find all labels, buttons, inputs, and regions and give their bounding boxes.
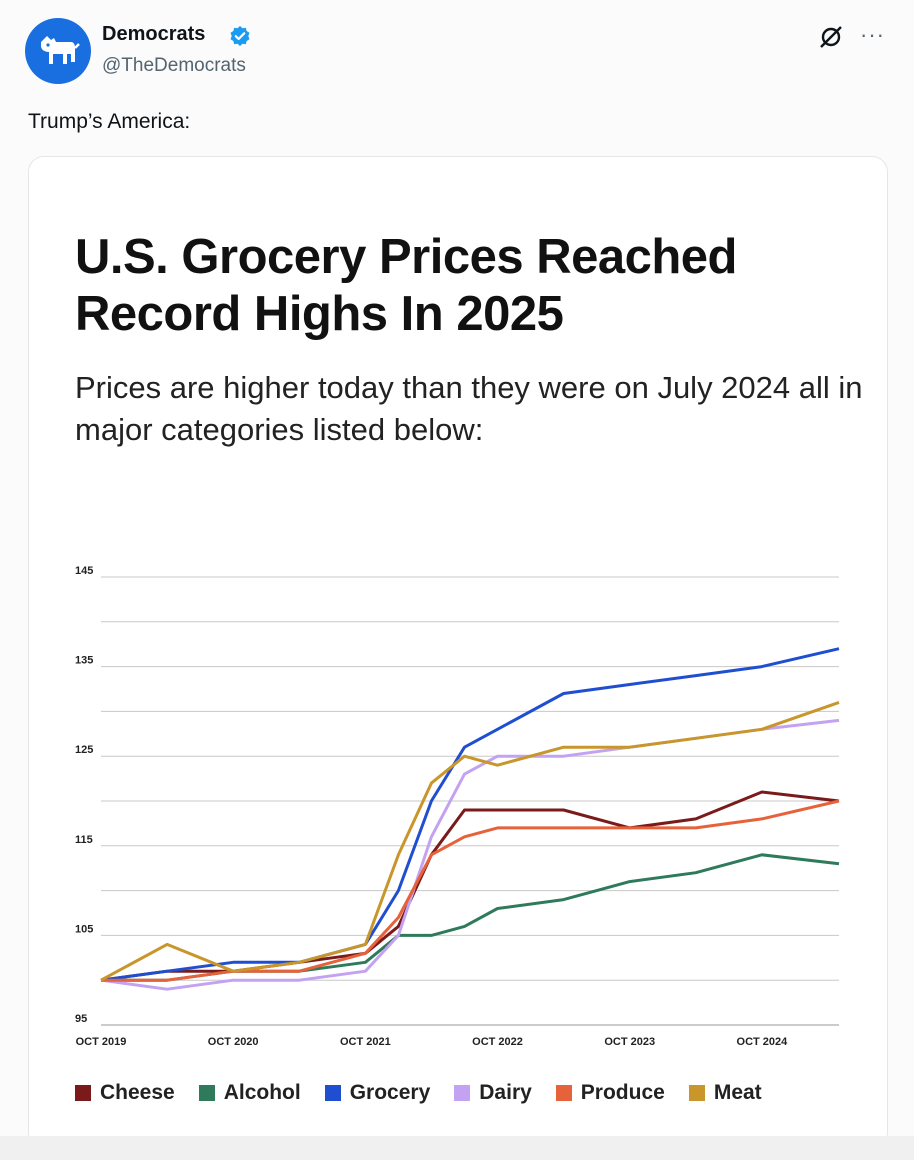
x-tick-label: OCT 2022 bbox=[472, 1036, 523, 1048]
bottom-bar bbox=[0, 1136, 914, 1160]
verified-badge-icon bbox=[230, 26, 250, 46]
more-options-icon[interactable]: ··· bbox=[860, 22, 885, 47]
legend-swatch bbox=[75, 1085, 91, 1101]
legend-item-meat: Meat bbox=[688, 1081, 762, 1105]
chart-title: U.S. Grocery Prices Reached Record Highs… bbox=[75, 230, 737, 341]
legend-label: Cheese bbox=[100, 1081, 175, 1104]
y-tick-label: 125 bbox=[75, 744, 93, 756]
democratic-donkey-icon bbox=[41, 36, 80, 64]
legend-label: Alcohol bbox=[223, 1081, 301, 1104]
legend-swatch bbox=[454, 1085, 471, 1101]
author-handle[interactable]: @TheDemocrats bbox=[102, 55, 246, 76]
series-line-meat bbox=[100, 700, 840, 982]
legend-item-grocery: Grocery bbox=[324, 1081, 431, 1105]
media-card[interactable]: U.S. Grocery Prices Reached Record Highs… bbox=[28, 156, 888, 1148]
grok-icon[interactable] bbox=[818, 24, 844, 50]
legend-swatch bbox=[555, 1085, 572, 1101]
legend-swatch bbox=[688, 1085, 705, 1101]
legend-item-alcohol: Alcohol bbox=[198, 1081, 301, 1105]
chart-subtitle: Prices are higher today than they were o… bbox=[75, 370, 863, 447]
legend-label: Meat bbox=[713, 1081, 762, 1104]
x-tick-label: OCT 2021 bbox=[340, 1036, 391, 1048]
avatar[interactable] bbox=[25, 18, 91, 84]
x-tick-label: OCT 2024 bbox=[737, 1036, 789, 1048]
legend-swatch bbox=[324, 1085, 341, 1101]
y-tick-label: 95 bbox=[75, 1013, 87, 1025]
legend-label: Grocery bbox=[349, 1081, 431, 1104]
x-tick-label: OCT 2019 bbox=[76, 1036, 127, 1048]
legend-label: Produce bbox=[580, 1081, 665, 1104]
y-tick-label: 135 bbox=[75, 655, 93, 667]
series-line-cheese bbox=[100, 790, 840, 982]
x-tick-label: OCT 2023 bbox=[604, 1036, 655, 1048]
legend-label: Dairy bbox=[479, 1081, 532, 1104]
series-line-grocery bbox=[100, 647, 840, 982]
y-tick-label: 115 bbox=[75, 834, 93, 846]
author-name[interactable]: Democrats bbox=[102, 23, 206, 45]
legend-item-dairy: Dairy bbox=[454, 1081, 532, 1105]
chart-legend: Cheese Alcohol Grocery Dairy Produce Meat bbox=[75, 1081, 786, 1105]
legend-swatch bbox=[198, 1085, 215, 1101]
y-tick-label: 145 bbox=[75, 565, 93, 577]
grocery-price-chart: 95 105 115 125 135 145 OCT 2019 OCT 2020 OCT 202… bbox=[75, 565, 840, 1048]
legend-item-cheese: Cheese bbox=[75, 1081, 175, 1105]
post-text: Trump’s America: bbox=[28, 110, 191, 133]
legend-item-produce: Produce bbox=[555, 1081, 665, 1105]
series-line-dairy bbox=[100, 718, 840, 991]
y-tick-label: 105 bbox=[75, 923, 93, 935]
x-tick-label: OCT 2020 bbox=[208, 1036, 259, 1048]
